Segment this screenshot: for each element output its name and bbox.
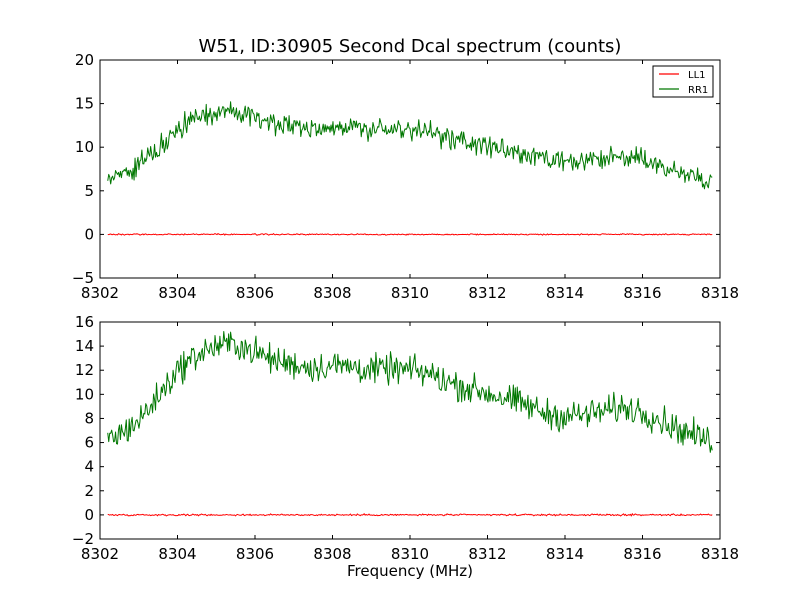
legend-label-rr1: RR1	[688, 85, 708, 96]
y-tick-label: 6	[84, 434, 94, 452]
bottom-plot-area	[100, 322, 720, 539]
series-line-ll1	[107, 233, 713, 236]
bottom-ticks-layer: 8302 8304 8306 8308 8310 8312 8314 8316 8318 −2 0 2…	[72, 313, 739, 563]
x-tick-label: 8314	[546, 545, 584, 563]
x-tick-label: 8318	[701, 284, 739, 302]
x-axis-label: Frequency (MHz)	[347, 562, 473, 580]
top-plot-frame	[99, 59, 721, 279]
legend-label-ll1: LL1	[688, 70, 706, 81]
y-tick-label: 20	[75, 51, 94, 69]
x-tick-label: 8306	[236, 545, 274, 563]
x-tick-label: 8308	[313, 284, 351, 302]
x-tick-label: 8314	[546, 284, 584, 302]
y-tick-label: 0	[84, 225, 94, 243]
x-tick-label: 8310	[391, 545, 429, 563]
x-tick-label: 8302	[81, 545, 119, 563]
x-tick-label: 8316	[623, 284, 661, 302]
y-tick-label: 16	[75, 313, 94, 331]
x-tick-label: 8312	[468, 284, 506, 302]
y-tick-label: 10	[75, 385, 94, 403]
y-tick-label: 14	[75, 337, 94, 355]
x-tick-label: 8310	[391, 284, 429, 302]
y-tick-label: −5	[72, 269, 94, 287]
y-tick-label: 10	[75, 138, 94, 156]
series-line-rr1	[107, 101, 713, 190]
x-tick-label: 8316	[623, 545, 661, 563]
chart-title: W51, ID:30905 Second Dcal spectrum (coun…	[199, 36, 622, 57]
y-tick-label: 8	[84, 409, 94, 427]
x-tick-label: 8312	[468, 545, 506, 563]
x-tick-label: 8308	[313, 545, 351, 563]
x-tick-label: 8302	[81, 284, 119, 302]
y-tick-label: 4	[84, 458, 94, 476]
series-line-p1-s0	[107, 513, 713, 517]
legend-box	[652, 65, 714, 98]
y-tick-label: 2	[84, 482, 94, 500]
y-tick-label: −2	[72, 530, 94, 548]
y-tick-label: 12	[75, 361, 94, 379]
top-series-layer	[107, 101, 713, 236]
top-ticks-layer: 8302 8304 8306 8308 8310 8312 8314 8316 8318 −5 0 5…	[72, 51, 739, 302]
bottom-plot-frame	[99, 321, 721, 540]
top-plot-area	[100, 60, 720, 278]
x-tick-label: 8304	[158, 284, 196, 302]
y-tick-label: 15	[75, 95, 94, 113]
y-tick-label: 5	[84, 182, 94, 200]
bottom-series-layer	[107, 331, 713, 517]
y-tick-label: 0	[84, 506, 94, 524]
x-tick-label: 8306	[236, 284, 274, 302]
top-spectrum-panel: W51, ID:30905 Second Dcal spectrum (coun…	[72, 36, 739, 302]
x-tick-label: 8318	[701, 545, 739, 563]
bottom-spectrum-panel: 8302 8304 8306 8308 8310 8312 8314 8316 8318 −2 0 2…	[72, 313, 739, 580]
legend: LL1 RR1	[652, 65, 714, 98]
series-line-p1-s1	[107, 331, 713, 453]
x-tick-label: 8304	[158, 545, 196, 563]
